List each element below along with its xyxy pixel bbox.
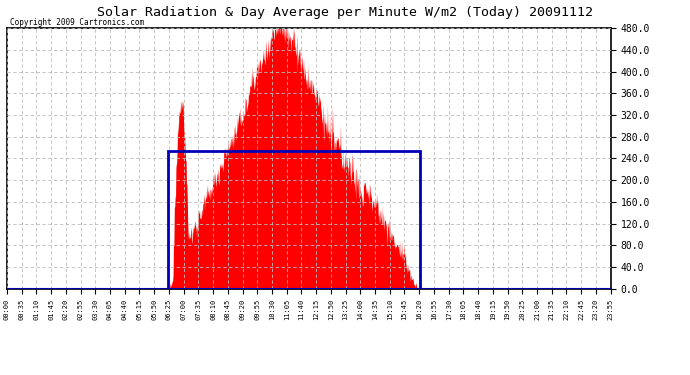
Bar	[168, 152, 420, 289]
Text: Solar Radiation & Day Average per Minute W/m2 (Today) 20091112: Solar Radiation & Day Average per Minute…	[97, 6, 593, 19]
Text: Copyright 2009 Cartronics.com: Copyright 2009 Cartronics.com	[10, 18, 144, 27]
